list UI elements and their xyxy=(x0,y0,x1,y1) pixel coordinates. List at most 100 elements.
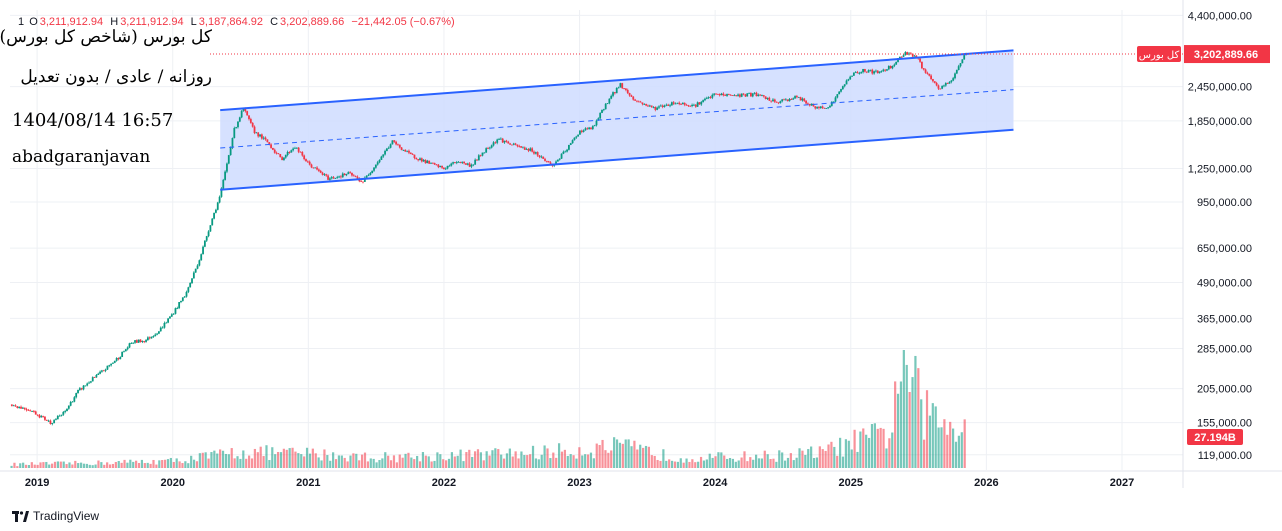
volume-bar xyxy=(303,456,306,468)
candle-body xyxy=(31,411,33,412)
candle-body xyxy=(400,147,403,151)
price-axis-label: 2,450,000.00 xyxy=(1188,82,1252,94)
volume-bar xyxy=(334,459,338,468)
candle-body xyxy=(137,339,140,343)
tradingview-footer[interactable]: TradingView xyxy=(12,509,99,523)
candle-body xyxy=(367,174,370,176)
candle-body xyxy=(507,141,510,144)
volume-bar xyxy=(711,457,714,468)
time-axis-label: 2026 xyxy=(974,477,998,489)
volume-bar xyxy=(79,462,83,468)
volume-bar xyxy=(253,448,257,468)
candle-body xyxy=(814,106,817,109)
candle-body xyxy=(257,132,260,137)
price-axis-label: 205,000.00 xyxy=(1197,384,1252,396)
volume-bar xyxy=(954,441,958,468)
volume-bar xyxy=(271,447,274,468)
candle-body xyxy=(351,172,353,176)
candle-body xyxy=(385,148,388,151)
candle-body xyxy=(290,150,293,153)
time-axis-label: 2021 xyxy=(296,477,320,489)
candle-body xyxy=(869,69,872,71)
candle-body xyxy=(777,102,780,104)
tradingview-logo-icon xyxy=(12,510,29,522)
candle-body xyxy=(707,97,710,99)
candle-body xyxy=(729,94,732,96)
candle-body xyxy=(950,80,953,82)
volume-bar xyxy=(705,459,708,468)
candle-body xyxy=(652,107,655,108)
volume-bar xyxy=(618,442,622,468)
candle-body xyxy=(218,196,221,203)
volume-bar xyxy=(427,456,430,468)
candle-body xyxy=(781,99,784,102)
candle-body xyxy=(619,83,622,88)
volume-bar xyxy=(615,439,619,468)
candle-body xyxy=(268,142,271,145)
volume-bar xyxy=(749,457,752,468)
volume-bar xyxy=(792,460,795,468)
volume-bar xyxy=(129,459,132,468)
volume-bar xyxy=(867,437,871,468)
volume-bar xyxy=(184,461,187,468)
candle-body xyxy=(639,101,642,103)
channel-lower-line xyxy=(220,128,1014,191)
candle-body xyxy=(636,100,638,102)
candle-body xyxy=(336,177,339,179)
channel-mid-line xyxy=(220,89,1014,149)
volume-bar xyxy=(213,450,216,468)
candle-body xyxy=(770,100,773,102)
volume-bar xyxy=(424,455,427,468)
candle-body xyxy=(53,420,56,424)
volume-bar xyxy=(534,458,538,468)
volume-bar xyxy=(404,453,407,468)
candle-body xyxy=(558,158,561,160)
volume-bar xyxy=(311,448,314,468)
volume-bar xyxy=(117,461,120,468)
volume-bar xyxy=(778,450,781,468)
volume-bar xyxy=(132,461,135,468)
candle-body xyxy=(47,420,50,422)
volume-bar xyxy=(633,440,636,468)
candle-body xyxy=(231,138,234,148)
candle-body xyxy=(176,308,179,309)
volume-bar xyxy=(914,355,917,468)
candle-body xyxy=(841,86,844,90)
volume-bar xyxy=(369,458,372,468)
candle-body xyxy=(216,202,219,210)
candle-body xyxy=(415,157,418,160)
volume-bar xyxy=(418,461,422,468)
candle-body xyxy=(621,83,624,89)
volume-bar xyxy=(381,458,384,468)
volume-bar xyxy=(288,448,291,468)
volume-bar xyxy=(676,461,679,468)
candle-body xyxy=(522,147,524,149)
candle-body xyxy=(523,147,526,150)
candle-body xyxy=(435,164,438,166)
volume-bar xyxy=(584,454,587,468)
candle-body xyxy=(764,96,767,99)
volume-bar xyxy=(578,447,581,468)
volume-bar xyxy=(795,457,798,468)
volume-bar xyxy=(659,460,662,468)
candle-body xyxy=(838,91,841,95)
volume-bar xyxy=(459,449,462,468)
volume-bar xyxy=(896,393,900,468)
volume-bar xyxy=(137,462,141,468)
candle-body xyxy=(402,149,405,151)
volume-bar xyxy=(807,449,810,468)
last-price-name-tag xyxy=(1137,46,1181,63)
volume-bar xyxy=(265,445,268,468)
candle-body xyxy=(222,179,225,189)
candle-body xyxy=(420,158,423,162)
candle-body xyxy=(457,161,460,163)
candle-body xyxy=(430,162,432,164)
volume-bar xyxy=(865,434,868,468)
candle-body xyxy=(242,108,245,111)
candle-body xyxy=(726,94,728,96)
volume-bar xyxy=(497,449,500,468)
candle-body xyxy=(926,72,929,74)
candle-body xyxy=(455,162,458,164)
